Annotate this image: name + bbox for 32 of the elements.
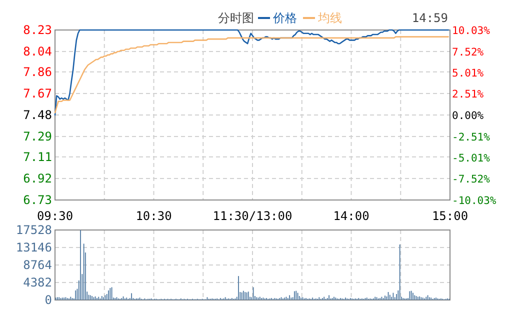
y2-tick-label: -7.52% — [452, 174, 491, 186]
y-tick-label: 13146 — [16, 240, 52, 254]
legend-label: 价格 — [272, 11, 297, 25]
y-tick-label: 17528 — [16, 223, 52, 237]
y-tick-label: 0 — [44, 293, 52, 307]
y2-tick-label: -10.03% — [452, 195, 497, 207]
y-tick-label: 8764 — [23, 258, 52, 272]
chart-title: 分时图 — [218, 11, 254, 25]
y2-tick-label: 5.01% — [452, 68, 484, 80]
y-tick-label: 6.73 — [23, 193, 52, 207]
legend-label: 均线 — [317, 11, 342, 25]
x-tick-label: 11:30/13:00 — [212, 209, 292, 223]
y-tick-label: 7.11 — [23, 150, 52, 164]
y-tick-label: 7.48 — [23, 108, 52, 122]
y2-tick-label: 7.52% — [452, 46, 484, 58]
y2-tick-label: 2.51% — [452, 88, 484, 101]
y2-tick-label: -2.51% — [452, 131, 491, 144]
y-tick-label: 7.86 — [23, 64, 52, 79]
y-tick-label: 4382 — [23, 276, 52, 290]
x-tick-label: 10:30 — [136, 209, 172, 223]
y2-tick-label: 0.00% — [452, 110, 484, 122]
text: 14:59 — [412, 11, 448, 25]
x-tick-label: 15:00 — [432, 209, 468, 223]
y2-tick-label: -5.01% — [452, 152, 491, 164]
x-tick-label: 14:00 — [333, 209, 370, 223]
y-tick-label: 8.23 — [23, 23, 52, 37]
y2-tick-label: 10.03% — [452, 25, 491, 37]
y-tick-label: 6.92 — [23, 171, 52, 186]
x-tick-label: 09:30 — [36, 209, 74, 223]
y-tick-label: 7.29 — [23, 130, 52, 144]
y-tick-label: 7.67 — [23, 86, 52, 100]
y-tick-label: 8.04 — [23, 44, 52, 59]
